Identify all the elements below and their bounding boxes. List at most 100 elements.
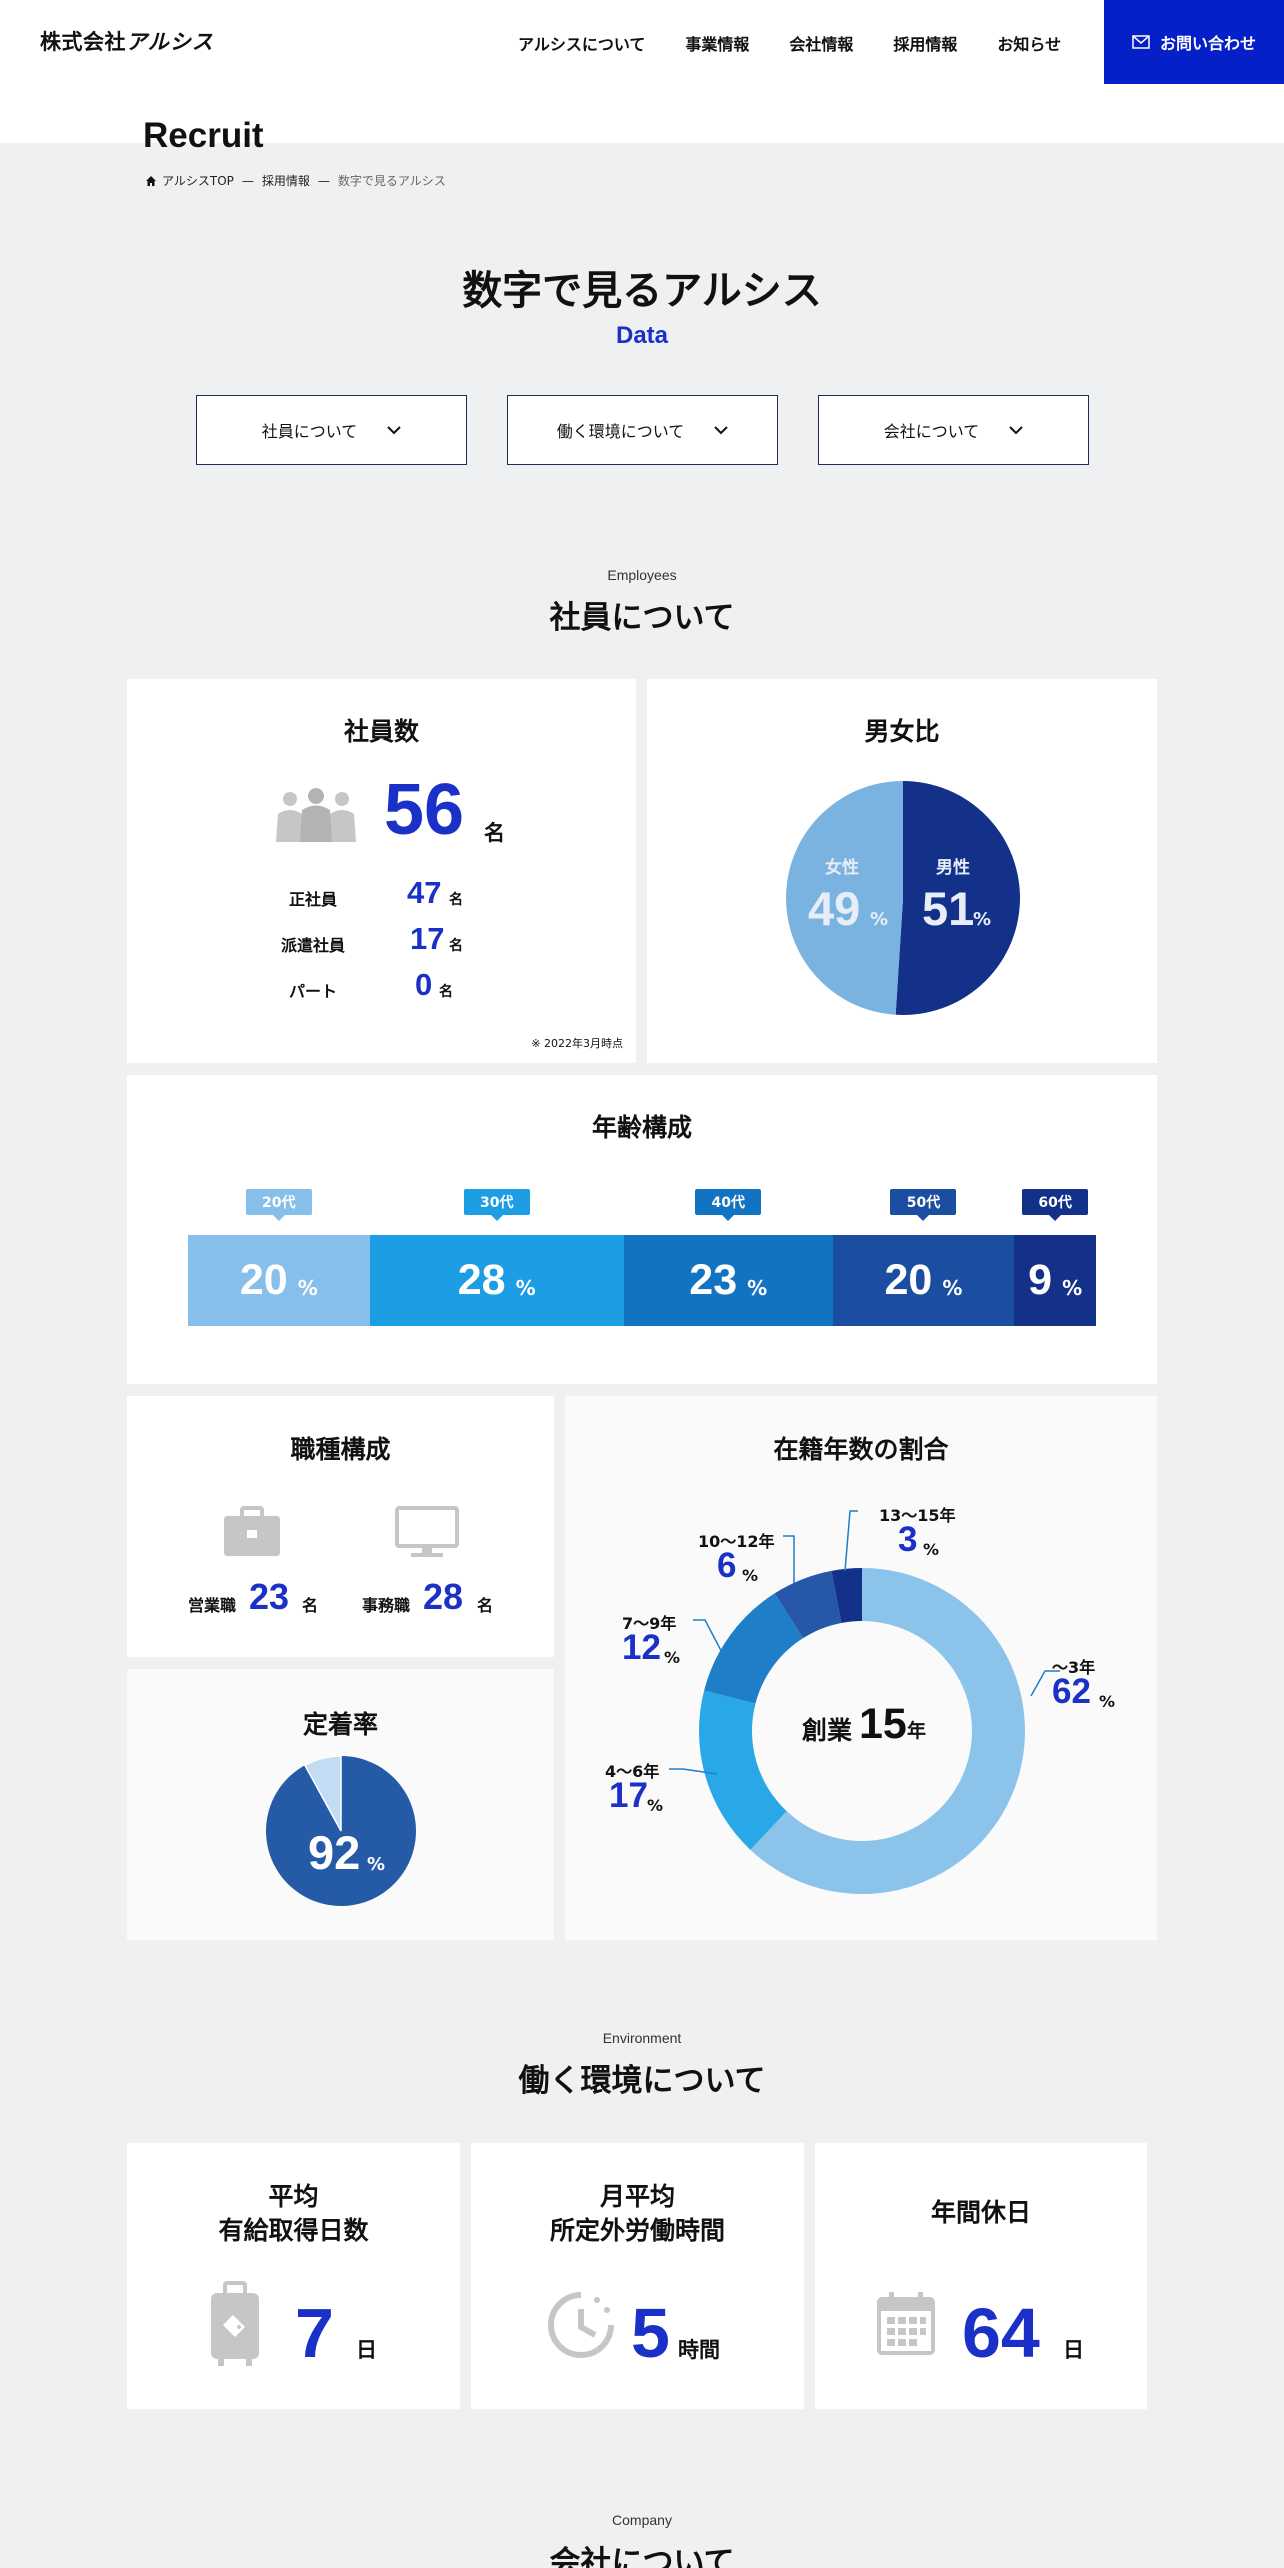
main-nav: アルシスについて 事業情報 会社情報 採用情報 お知らせ — [518, 31, 1101, 55]
page-subtitle: Data — [615, 322, 669, 349]
monitor-icon — [395, 1506, 459, 1557]
donut-leader-line — [669, 1768, 718, 1775]
donut-center-number: 15 — [859, 1700, 907, 1748]
page-heading: Recruit — [143, 116, 264, 155]
briefcase-icon — [224, 1506, 280, 1556]
card-title: 在籍年数の割合 — [773, 1435, 949, 1464]
donut-slice — [699, 1690, 787, 1850]
employee-type-label: 正社員 — [289, 890, 338, 909]
tenure-donut-chart — [669, 1510, 1060, 1894]
employee-type-unit: 名 — [449, 938, 463, 954]
jump-link-label: 会社について — [883, 422, 980, 441]
mail-icon — [1132, 35, 1150, 49]
age-card: 年齢構成 — [127, 1075, 1157, 1384]
tenure-slice-unit: % — [1099, 1692, 1116, 1711]
age-segment-value: 20 — [884, 1256, 933, 1304]
age-bar-segment: 23% — [623, 1235, 833, 1326]
age-segment-value: 20 — [239, 1256, 288, 1304]
donut-leader-line — [844, 1510, 858, 1572]
office-unit: 名 — [477, 1596, 494, 1615]
employee-type-value: 47 — [407, 875, 442, 910]
age-bar-segment: 20% — [188, 1235, 370, 1326]
nav-item-about[interactable]: アルシスについて — [518, 35, 646, 54]
retention-pie-chart — [266, 1755, 416, 1906]
env-card-overtime: 月平均 所定外労働時間 5 時間 — [471, 2143, 804, 2409]
env-unit: 日 — [1063, 2338, 1084, 2362]
breadcrumb-sep: — — [241, 173, 254, 188]
age-bar-segment: 9% — [1014, 1235, 1096, 1326]
tenure-slice-unit: % — [664, 1648, 681, 1667]
donut-slice — [704, 1593, 804, 1704]
donut-slice — [774, 1570, 842, 1639]
gender-card: 男女比 女性 49 % 男性 51 % — [647, 679, 1157, 1063]
gender-pie-chart — [786, 781, 1021, 1015]
section-title-company: 会社について — [549, 2545, 735, 2568]
contact-button[interactable]: お問い合わせ — [1104, 0, 1284, 84]
office-label: 事務職 — [362, 1596, 411, 1615]
breadcrumb-recruit[interactable]: 採用情報 — [261, 174, 310, 188]
donut-slice — [750, 1568, 1025, 1894]
nav-item-business[interactable]: 事業情報 — [685, 35, 750, 54]
card-title: 社員数 — [343, 717, 419, 746]
tenure-slice-value: 3 — [898, 1520, 918, 1559]
section-title-employees: 社員について — [549, 600, 735, 636]
tenure-slice-label: 10〜12年 — [698, 1532, 775, 1551]
tenure-slice-label: 〜3年 — [1052, 1658, 1096, 1677]
job-type-card: 職種構成 営業職 23 名 事務職 28 名 — [127, 1396, 554, 1657]
env-value: 7 — [295, 2294, 334, 2372]
note-text: ※ 2022年3月時点 — [531, 1037, 623, 1050]
suitcase-icon — [211, 2281, 259, 2366]
employee-type-value: 17 — [410, 921, 445, 956]
company-logo[interactable]: 株式会社アルシス — [40, 26, 214, 56]
age-segment-unit: % — [1062, 1275, 1083, 1300]
card-title: 年間休日 — [930, 2198, 1031, 2227]
pie-slice-left — [303, 1755, 342, 1832]
tenure-slice-value: 12 — [622, 1628, 661, 1667]
pie-slice-female — [786, 781, 903, 1015]
age-segment-unit: % — [747, 1275, 768, 1300]
employee-type-value: 0 — [415, 967, 433, 1002]
age-segment-tag: 30代 — [463, 1189, 530, 1221]
employee-total: 56 — [384, 770, 465, 850]
home-icon — [146, 175, 156, 186]
nav-item-recruit[interactable]: 採用情報 — [893, 35, 958, 54]
retention-unit: % — [367, 1854, 386, 1875]
age-segment-unit: % — [942, 1275, 963, 1300]
page-title: 数字で見るアルシス — [462, 268, 822, 314]
tenure-slice-label: 13〜15年 — [879, 1506, 956, 1525]
chevron-down-icon — [714, 425, 728, 434]
employee-type-unit: 名 — [439, 984, 453, 1000]
pie-slice-male — [895, 781, 1021, 1015]
age-bar-segment: 20% — [832, 1235, 1015, 1326]
breadcrumb-sep: — — [317, 173, 330, 188]
age-segment-unit: % — [297, 1275, 318, 1300]
clock-icon — [548, 2292, 614, 2358]
female-unit: % — [870, 909, 889, 930]
card-title: 職種構成 — [290, 1435, 391, 1464]
card-title: 月平均 — [599, 2182, 675, 2211]
jump-link-employees[interactable]: 社員について — [196, 395, 467, 465]
env-unit: 時間 — [678, 2338, 720, 2362]
calendar-icon — [877, 2292, 935, 2355]
age-segment-value: 23 — [689, 1256, 738, 1304]
contact-label: お問い合わせ — [1159, 34, 1256, 53]
nav-item-company[interactable]: 会社情報 — [789, 35, 854, 54]
env-card-holidays: 年間休日 64 日 — [815, 2143, 1147, 2409]
people-icon — [276, 788, 356, 842]
tenure-card: 在籍年数の割合 創業 15 年 〜3年 62 % 4〜6年 17 % 7〜9年 … — [565, 1396, 1157, 1940]
age-segment-tag: 60代 — [1022, 1189, 1089, 1221]
jump-link-environment[interactable]: 働く環境について — [507, 395, 778, 465]
chevron-down-icon — [387, 425, 401, 434]
nav-item-news[interactable]: お知らせ — [997, 35, 1062, 54]
age-segment-value: 28 — [457, 1256, 506, 1304]
breadcrumb-home[interactable]: アルシスTOP — [162, 174, 234, 188]
male-unit: % — [973, 909, 992, 930]
env-value: 5 — [631, 2294, 670, 2372]
tenure-slice-unit: % — [923, 1540, 940, 1559]
sales-unit: 名 — [302, 1596, 319, 1615]
employee-count-card: 社員数 56 名 正社員 47 名 派遣社員 17 名 パート 0 名 ※ 20… — [127, 679, 636, 1063]
section-en-company: Company — [612, 2512, 672, 2528]
employee-type-label: 派遣社員 — [281, 936, 346, 955]
donut-center-unit: 年 — [907, 1720, 927, 1742]
jump-link-company[interactable]: 会社について — [818, 395, 1089, 465]
